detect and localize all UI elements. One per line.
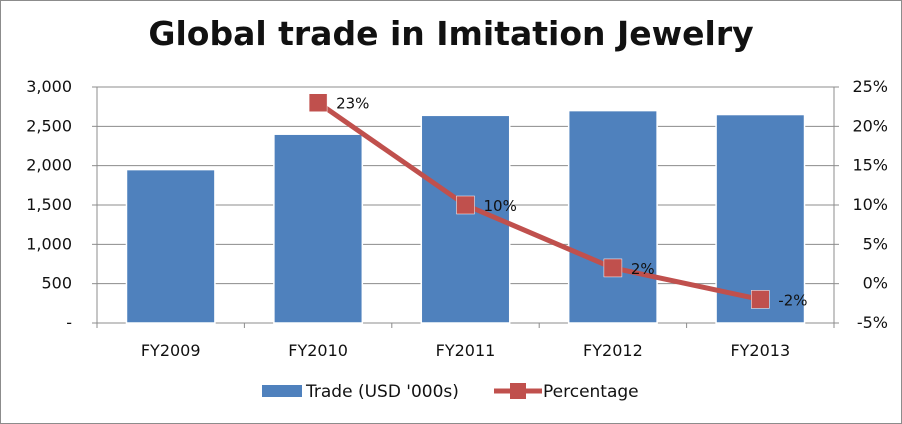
y-right-tick-label: 5% <box>863 234 888 253</box>
percentage-data-label: -2% <box>778 291 807 309</box>
y-right-tick-label: 10% <box>852 195 888 214</box>
legend-label-percentage: Percentage <box>543 382 639 402</box>
y-right-tick-label: 15% <box>852 156 888 175</box>
x-tick-label: FY2013 <box>730 341 790 360</box>
legend-marker-percentage <box>510 383 526 399</box>
y-left-tick-label: 1,000 <box>26 234 72 253</box>
bar-fy2012 <box>567 109 658 324</box>
y-left-tick-label: - <box>66 313 72 332</box>
percentage-marker <box>456 195 475 215</box>
x-tick-label: FY2011 <box>436 341 496 360</box>
legend-swatch-trade <box>262 385 302 397</box>
y-left-tick-label: 3,000 <box>26 77 72 96</box>
y-right-tick-label: 20% <box>852 116 888 135</box>
y-left-tick-label: 500 <box>41 274 72 293</box>
bar-fy2010 <box>273 133 364 324</box>
y-left-tick-label: 1,500 <box>26 195 72 214</box>
y-right-tick-label: 25% <box>852 77 888 96</box>
bar-fy2013 <box>715 113 806 324</box>
bar-fy2009 <box>125 168 216 324</box>
percentage-data-label: 23% <box>336 95 369 113</box>
y-left-tick-label: 2,500 <box>26 116 72 135</box>
y-right-tick-label: -5% <box>857 313 888 332</box>
y-left-tick-label: 2,000 <box>26 156 72 175</box>
percentage-data-label: 2% <box>631 260 655 278</box>
chart-title: Global trade in Imitation Jewelry <box>148 14 754 53</box>
percentage-marker <box>603 258 623 278</box>
percentage-marker <box>308 93 328 112</box>
percentage-line <box>316 100 761 302</box>
legend-label-trade: Trade (USD '000s) <box>305 382 459 402</box>
x-tick-label: FY2012 <box>583 341 643 360</box>
percentage-marker <box>751 290 770 309</box>
x-tick-label: FY2009 <box>141 341 201 360</box>
percentage-data-label: 10% <box>484 197 517 215</box>
x-tick-label: FY2010 <box>288 341 348 360</box>
y-right-tick-label: 0% <box>863 274 888 293</box>
